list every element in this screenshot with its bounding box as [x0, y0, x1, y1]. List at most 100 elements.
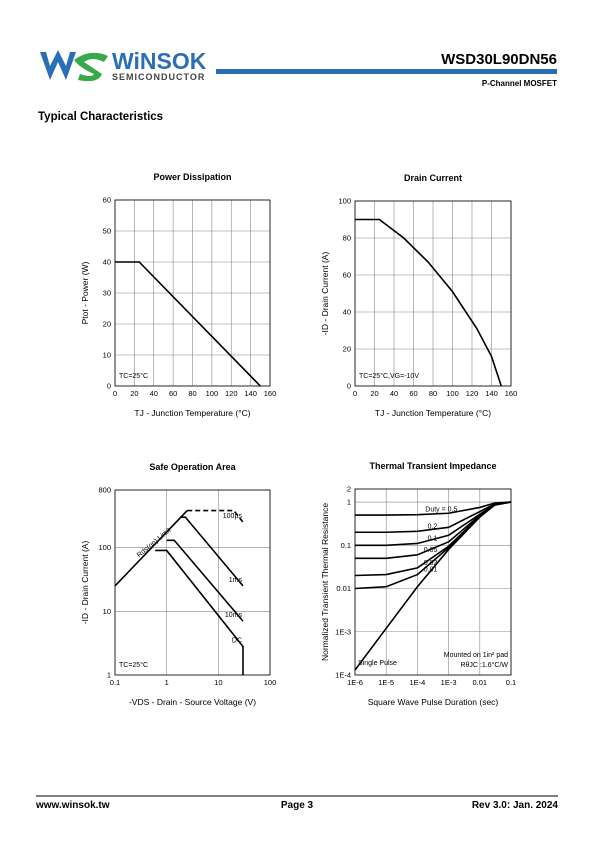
x-tick-label: 0.1: [110, 678, 120, 687]
y-tick-label: 80: [343, 234, 351, 243]
chart-title: Safe Operation Area: [149, 462, 236, 472]
y-tick-label: 40: [343, 308, 351, 317]
brand-sub: SEMICONDUCTOR: [112, 72, 205, 82]
x-tick-label: 1E-3: [441, 678, 457, 687]
section-title: Typical Characteristics: [38, 111, 163, 123]
series-label: Single Pulse: [358, 660, 397, 667]
x-tick-label: 140: [485, 389, 498, 398]
x-tick-label: 0.01: [472, 678, 487, 687]
chart-title: Thermal Transient Impedance: [369, 461, 496, 471]
y-tick-label: 0.1: [341, 541, 351, 550]
y-tick-label: 30: [103, 289, 111, 298]
header-bar: [216, 69, 557, 74]
chart: Power Dissipation 0 20 40 60 80 100 120 140 160 0 1…: [80, 172, 276, 418]
annotation: Mounted on 1in² pad: [444, 652, 508, 659]
x-tick-label: 100: [264, 678, 277, 687]
series-label: DC: [232, 638, 242, 645]
x-axis-label: -VDS - Drain - Source Voltage (V): [129, 697, 256, 707]
chart: Thermal Transient Impedance 1E-6 1E-5 1E-4 1…: [320, 461, 516, 707]
chart: Drain Current 0 20 40 60 80 100 120 140 160 0 20 40 6…: [320, 173, 517, 418]
part-number: WSD30L90DN56: [441, 51, 557, 68]
logo: [40, 50, 108, 82]
x-tick-label: 1E-4: [409, 678, 425, 687]
page-number: Page 3: [281, 800, 314, 811]
y-tick-label: 50: [103, 227, 111, 236]
y-tick-label: 40: [103, 258, 111, 267]
x-tick-label: 40: [390, 389, 398, 398]
annotation: TC=25°C: [119, 661, 148, 669]
y-tick-label: 60: [343, 271, 351, 280]
series-line: [115, 261, 261, 387]
x-axis-label: Square Wave Pulse Duration (sec): [368, 697, 499, 707]
plot-frame: [114, 199, 271, 387]
x-tick-label: 0.1: [506, 678, 516, 687]
series-line: [166, 539, 244, 622]
website: www.winsok.tw: [35, 800, 110, 811]
y-tick-label: 0: [347, 382, 351, 391]
y-tick-label: 100: [98, 543, 111, 552]
x-tick-label: 100: [446, 389, 459, 398]
x-tick-label: 80: [429, 389, 437, 398]
y-tick-label: 20: [103, 320, 111, 329]
y-axis-label: Normalized Transient Thermal Resistance: [320, 503, 330, 661]
y-axis-label: -ID - Drain Current (A): [320, 252, 330, 336]
series-line: [179, 516, 244, 587]
series-label: 0.05: [424, 547, 438, 554]
x-tick-label: 120: [466, 389, 479, 398]
x-tick-label: 0: [113, 389, 117, 398]
y-axis-label: Ptot - Power (W): [80, 261, 90, 324]
plot-frame: [354, 200, 512, 387]
plot-frame: [354, 488, 512, 676]
y-tick-label: 1E-4: [335, 671, 351, 680]
series-line: [355, 501, 512, 516]
x-tick-label: 100: [206, 389, 219, 398]
series-line: [354, 501, 512, 671]
x-axis-label: TJ - Junction Temperature (°C): [134, 408, 250, 418]
y-tick-label: 1: [107, 671, 111, 680]
x-tick-label: 140: [244, 389, 257, 398]
x-tick-label: 120: [225, 389, 238, 398]
annotation: RθJC :1.6°C/W: [460, 661, 508, 669]
y-tick-label: 1E-3: [335, 627, 351, 636]
x-tick-label: 160: [264, 389, 277, 398]
series-line: [114, 510, 188, 587]
x-tick-label: 60: [409, 389, 417, 398]
y-tick-label: 2: [347, 485, 351, 494]
series-label: 1ms: [229, 577, 243, 584]
annotation: TC=25°C: [119, 372, 148, 380]
series-line: [155, 549, 244, 675]
y-tick-label: 1: [347, 498, 351, 507]
series-label: 100µs: [223, 513, 243, 520]
series-line: [355, 218, 503, 387]
revision: Rev 3.0: Jan. 2024: [472, 800, 559, 811]
x-tick-label: 10: [214, 678, 222, 687]
y-tick-label: 20: [343, 345, 351, 354]
x-tick-label: 60: [169, 389, 177, 398]
series-label: 0.2: [428, 523, 438, 530]
logo-mark: [74, 52, 108, 82]
y-tick-label: 10: [103, 351, 111, 360]
device-type: P-Channel MOSFET: [482, 79, 557, 88]
x-tick-label: 80: [188, 389, 196, 398]
x-tick-label: 160: [505, 389, 518, 398]
annotation: TC=25°C,VG=-10V: [359, 372, 419, 380]
y-tick-label: 10: [103, 607, 111, 616]
y-tick-label: 0: [107, 382, 111, 391]
chart-title: Power Dissipation: [153, 172, 231, 182]
x-axis-label: TJ - Junction Temperature (°C): [375, 408, 491, 418]
y-axis-label: -ID - Drain Current (A): [80, 541, 90, 625]
x-tick-label: 1E-5: [378, 678, 394, 687]
series-label: 10ms: [225, 612, 243, 619]
y-tick-label: 800: [98, 486, 111, 495]
x-tick-label: 1E-6: [347, 678, 363, 687]
series-label: 0.1: [428, 535, 438, 542]
x-tick-label: 40: [150, 389, 158, 398]
plot-frame: [114, 489, 271, 676]
y-tick-label: 100: [338, 197, 351, 206]
x-tick-label: 20: [370, 389, 378, 398]
y-tick-label: 60: [103, 196, 111, 205]
brand: WiNSOK: [112, 48, 207, 74]
